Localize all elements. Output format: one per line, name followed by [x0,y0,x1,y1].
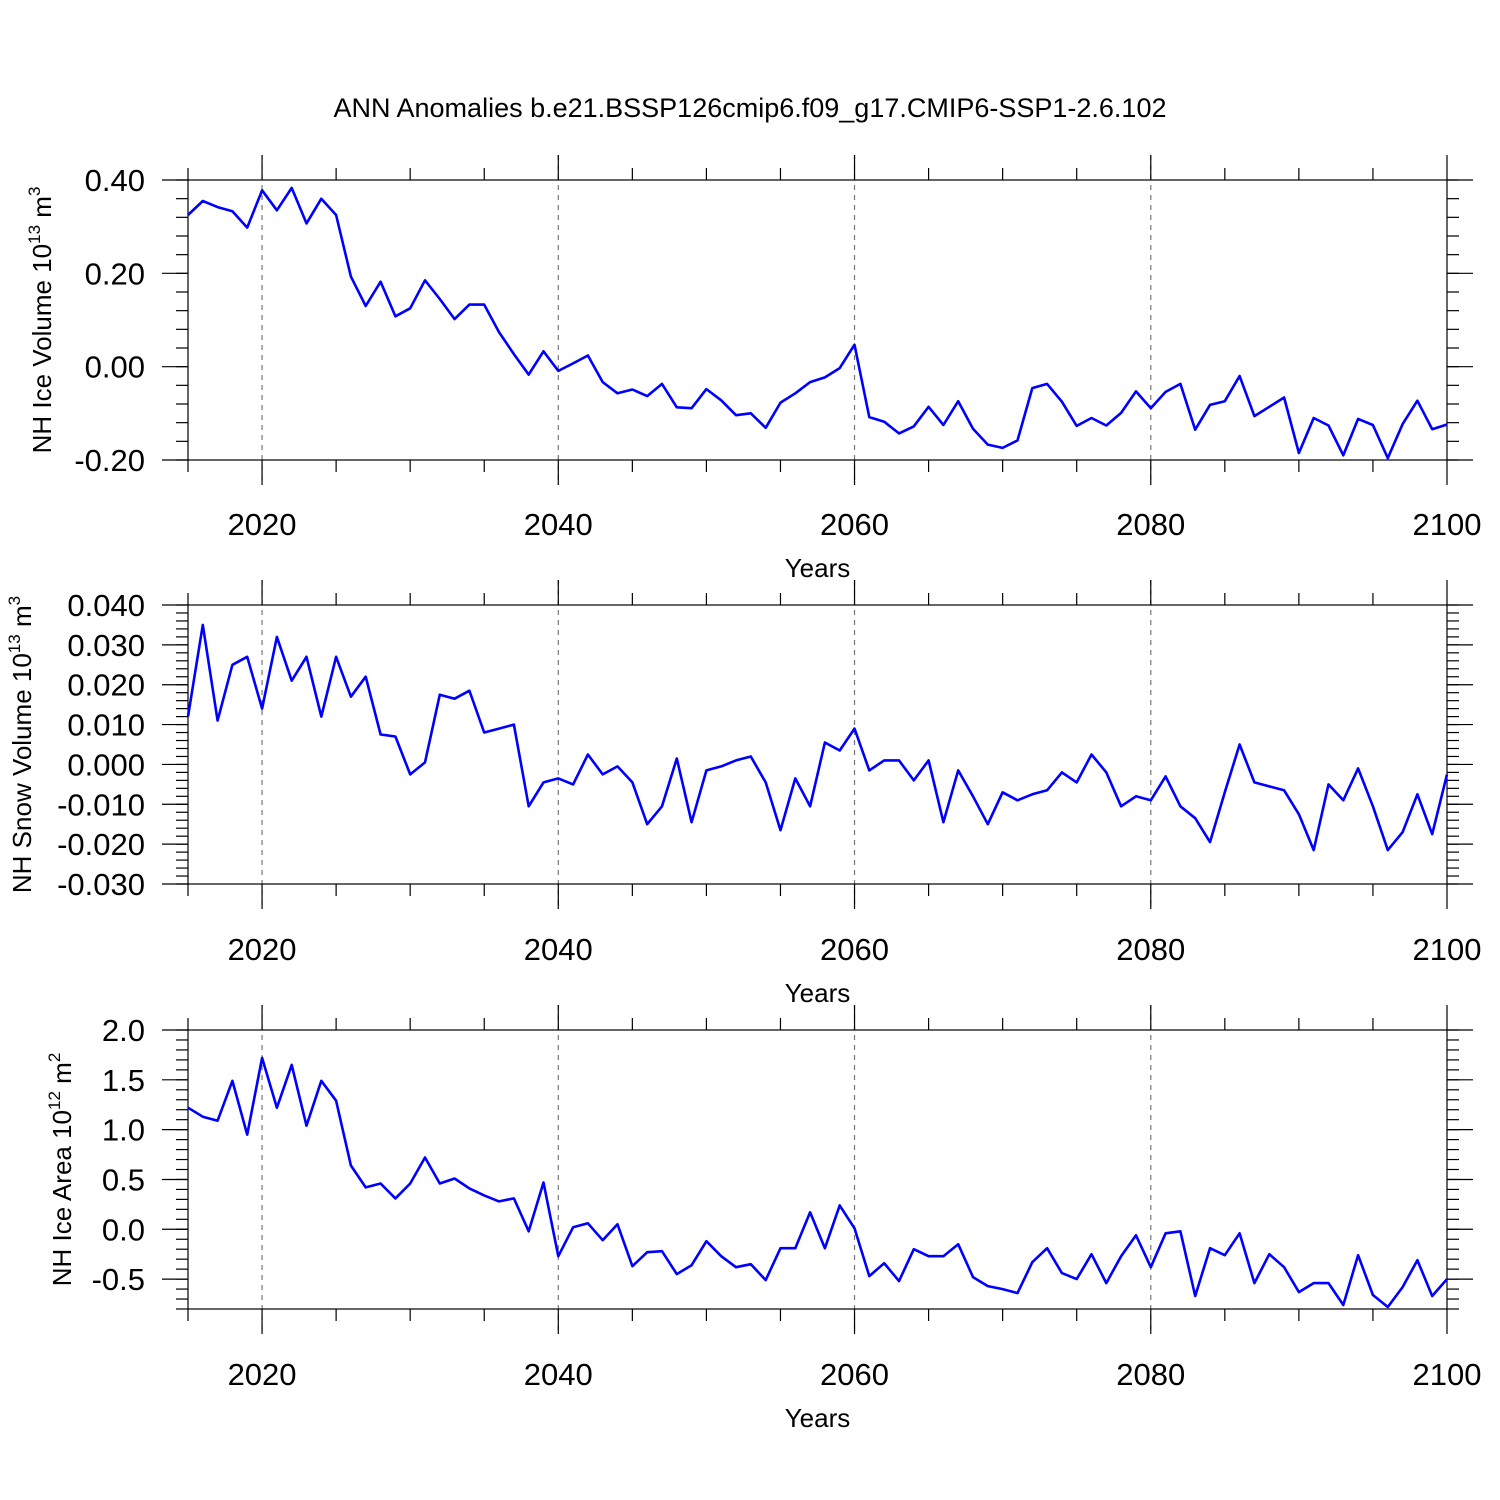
chart-title: ANN Anomalies b.e21.BSSP126cmip6.f09_g17… [334,93,1167,123]
x-tick-label: 2060 [820,507,889,542]
y-tick-label: -0.020 [57,827,145,862]
panel-nh-ice-volume: 0.40 0.20 0.00 -0.20 2020 2040 2060 2080 2100 Yea… [25,155,1481,583]
x-tick-label: 2020 [228,1357,297,1392]
y-tick-label: 0.0 [102,1212,145,1247]
y-axis-label: NH Ice Volume 1013 m3 [25,187,57,454]
y-tick-label: -0.010 [57,787,145,822]
y-tick-label: -0.030 [57,867,145,902]
y-tick-label: 0.010 [67,708,145,743]
x-tick-label: 2080 [1116,1357,1185,1392]
x-axis-label: Years [785,978,851,1008]
y-tick-label: -0.20 [74,443,145,478]
y-tick-label: 0.40 [85,163,145,198]
y-tick-label: -0.5 [92,1262,145,1297]
y-tick-label: 1.5 [102,1063,145,1098]
series-line-nh-ice-volume [187,186,1448,460]
x-tick-label: 2060 [820,932,889,967]
series-line-nh-ice-area [187,1056,1448,1309]
x-tick-label: 2040 [524,1357,593,1392]
x-tick-label: 2040 [524,507,593,542]
y-tick-label: 0.020 [67,668,145,703]
x-axis-label: Years [785,553,851,583]
y-tick-label: 1.0 [102,1113,145,1148]
panels: 0.40 0.20 0.00 -0.20 2020 2040 2060 2080 2100 Yea… [5,155,1481,1433]
x-tick-label: 2080 [1116,507,1185,542]
x-tick-label: 2040 [524,932,593,967]
x-tick-label: 2080 [1116,932,1185,967]
x-axis-label: Years [785,1403,851,1433]
panel-nh-snow-volume: 0.040 0.030 0.020 0.010 0.000 -0.010 -0.020 -0.… [5,580,1481,1008]
y-axis-label: NH Snow Volume 1013 m3 [5,596,37,893]
x-tick-label: 2020 [228,507,297,542]
y-tick-label: 0.5 [102,1162,145,1197]
series-line-nh-snow-volume [186,623,1449,852]
x-tick-label: 2100 [1413,507,1482,542]
x-tick-label: 2100 [1413,1357,1482,1392]
y-axis-label: NH Ice Area 1012 m2 [45,1053,77,1287]
x-tick-label: 2100 [1413,932,1482,967]
y-tick-label: 0.00 [85,350,145,385]
plot-frame [187,604,1448,885]
x-tick-label: 2020 [228,932,297,967]
y-tick-label: 2.0 [102,1013,145,1048]
plot-frame [187,1029,1448,1310]
y-tick-label: 0.030 [67,628,145,663]
panel-nh-ice-area: 2.0 1.5 1.0 0.5 0.0 -0.5 2020 2040 2060 2080 2100 Y… [45,1005,1481,1433]
y-tick-label: 0.000 [67,747,145,782]
x-tick-label: 2060 [820,1357,889,1392]
plot-frame [187,179,1448,461]
y-tick-label: 0.040 [67,588,145,623]
y-tick-label: 0.20 [85,256,145,291]
